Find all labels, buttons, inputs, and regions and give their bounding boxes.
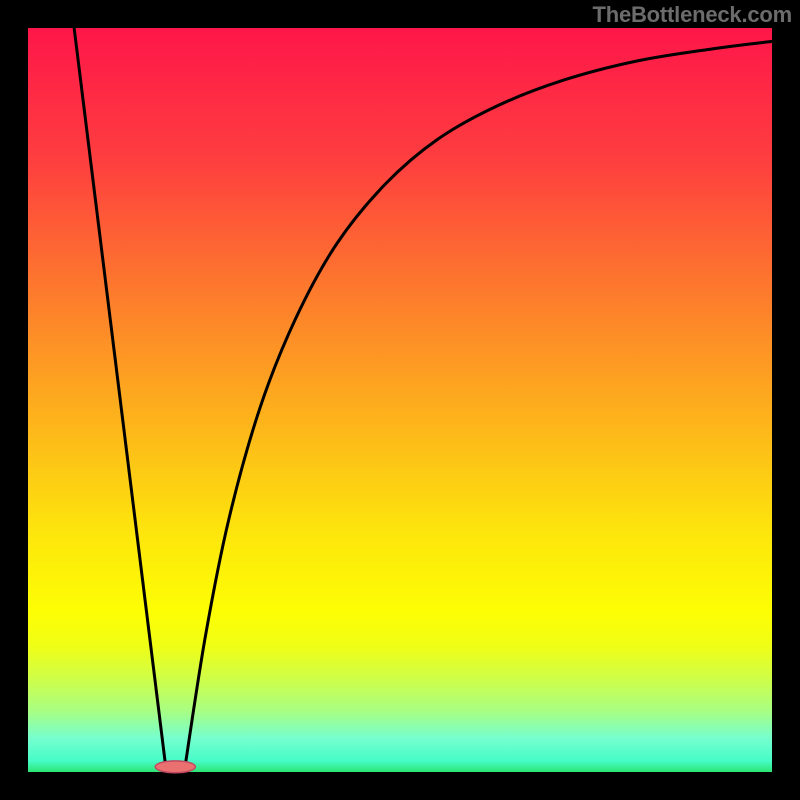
- chart-svg: [0, 0, 800, 800]
- gradient-background: [28, 28, 772, 772]
- chart-wrapper: { "attribution": { "text": "TheBottlenec…: [0, 0, 800, 800]
- attribution-text: TheBottleneck.com: [592, 2, 792, 28]
- minimum-marker: [155, 761, 195, 773]
